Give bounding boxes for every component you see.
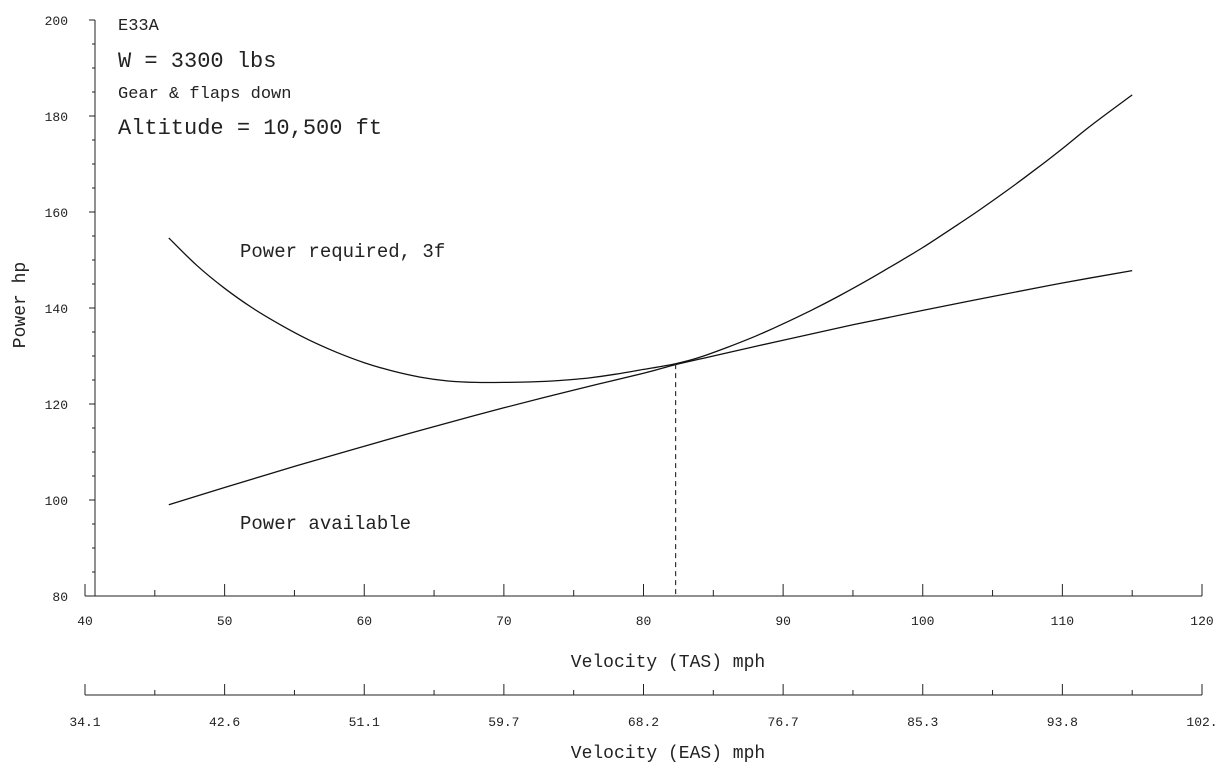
x-tick-label: 110	[1051, 614, 1074, 629]
x2-tick-label: 102.	[1186, 715, 1217, 730]
x-tick-label: 70	[496, 614, 512, 629]
y-tick-label: 140	[45, 302, 68, 317]
curve-label-power-available: Power available	[240, 513, 411, 535]
annotation-model: E33A	[118, 17, 160, 36]
curve-label-power-required: Power required, 3f	[240, 241, 445, 263]
x2-tick-label: 42.6	[209, 715, 240, 730]
y-tick-label: 200	[45, 14, 68, 29]
x-tick-label: 80	[636, 614, 652, 629]
x2-axis-ticks	[84, 684, 1203, 695]
x2-tick-label: 51.1	[349, 715, 380, 730]
x-tick-label: 100	[911, 614, 934, 629]
y-tick-labels: 80 100 120 140 160 180 200	[45, 14, 68, 605]
x2-tick-labels: 34.1 42.6 51.1 59.7 68.2 76.7 85.3 93.8 102.	[69, 715, 1217, 730]
y-tick-label: 80	[52, 590, 68, 605]
y-axis-ticks	[89, 19, 95, 597]
y-tick-label: 160	[45, 206, 68, 221]
x-tick-label: 120	[1190, 614, 1213, 629]
x-axis-title: Velocity (TAS) mph	[571, 653, 765, 673]
annotation-altitude: Altitude = 10,500 ft	[118, 116, 382, 141]
x-tick-labels: 40 50 60 70 80 90 100 110 120	[77, 614, 1214, 629]
x2-axis-title: Velocity (EAS) mph	[571, 744, 765, 764]
x-tick-label: 60	[356, 614, 372, 629]
y-tick-label: 180	[45, 110, 68, 125]
x2-tick-label: 68.2	[628, 715, 659, 730]
x2-tick-label: 34.1	[69, 715, 100, 730]
series-line-power-available	[168, 269, 1133, 506]
x-axis-ticks	[84, 584, 1203, 596]
y-axis-title: Power hp	[11, 262, 31, 348]
x2-tick-label: 93.8	[1047, 715, 1078, 730]
annotation-config: Gear & flaps down	[118, 85, 291, 104]
x2-tick-label: 85.3	[907, 715, 938, 730]
x-tick-label: 40	[77, 614, 93, 629]
x-tick-label: 50	[217, 614, 233, 629]
y-tick-label: 120	[45, 398, 68, 413]
series-line-power-required	[168, 94, 1133, 384]
y-tick-label: 100	[45, 494, 68, 509]
x2-tick-label: 59.7	[488, 715, 519, 730]
x-tick-label: 90	[775, 614, 791, 629]
annotation-weight: W = 3300 lbs	[118, 49, 276, 74]
x2-tick-label: 76.7	[768, 715, 799, 730]
